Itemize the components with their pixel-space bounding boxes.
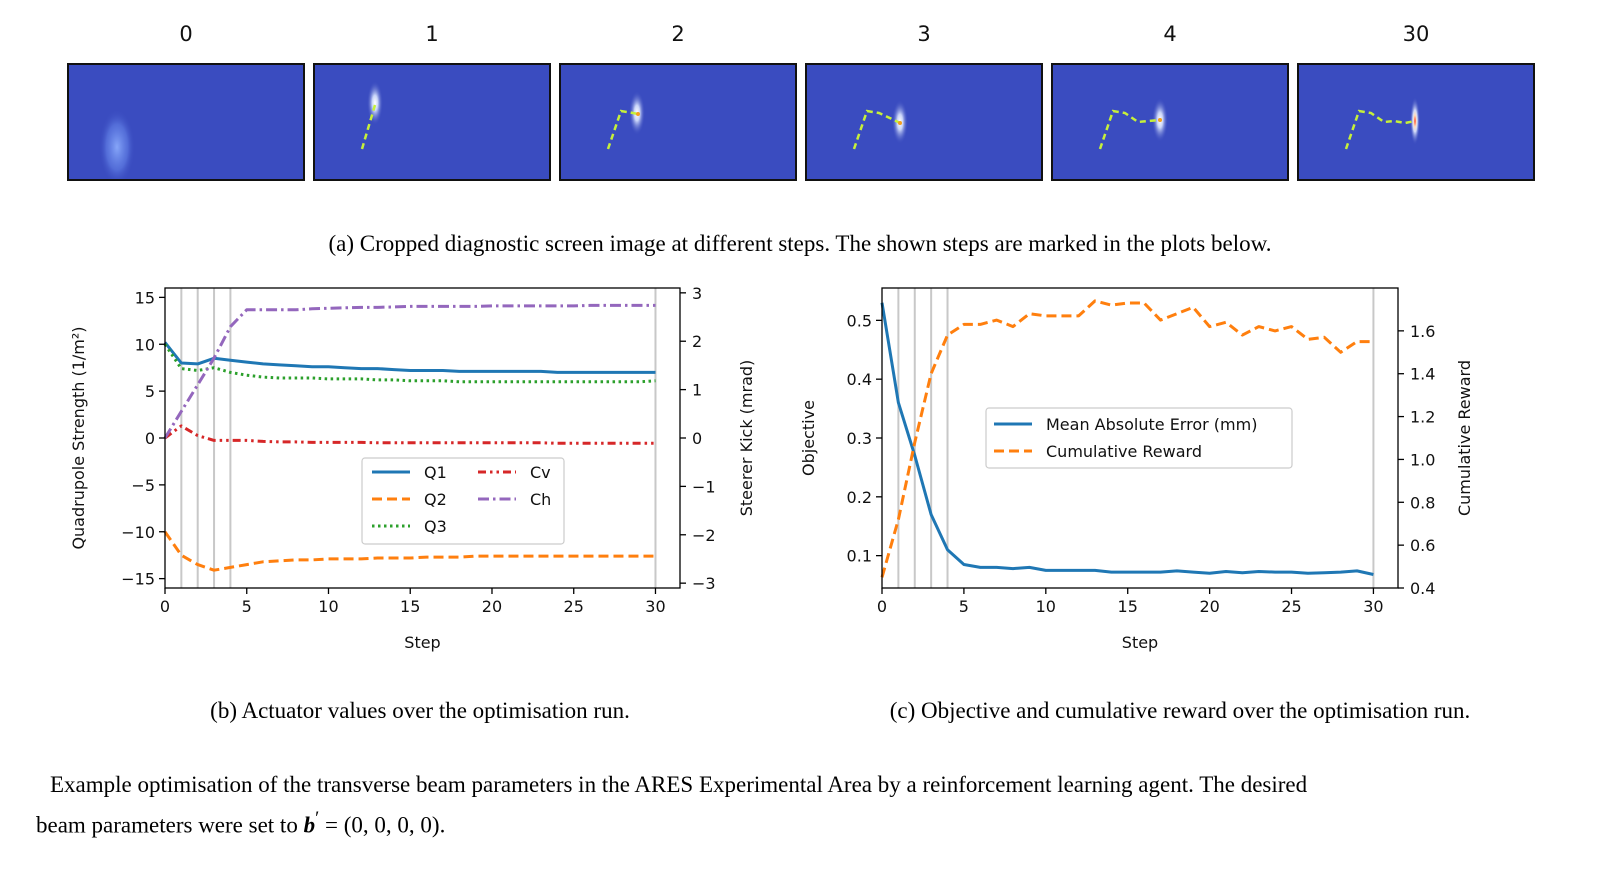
y-right-tick-label: 1.0 bbox=[1410, 450, 1435, 469]
objective-chart: 0 5 10 15 20 25 30 0.5 0.4 0.3 0.2 0.1 1.6 1.4 1.2 1.0 0… bbox=[799, 287, 1474, 652]
beam-trajectory bbox=[852, 109, 901, 150]
legend-label: Q2 bbox=[424, 490, 447, 509]
beam-vector-symbol: b bbox=[303, 812, 316, 838]
step-label: 30 bbox=[1402, 22, 1430, 46]
figure-caption: Example optimisation of the transverse b… bbox=[36, 772, 1308, 838]
y-tick-label: 0 bbox=[145, 429, 155, 448]
beam-trajectory bbox=[1098, 109, 1161, 150]
y-right-tick-label: 0.6 bbox=[1410, 536, 1435, 555]
y-right-tick-label: 1.6 bbox=[1410, 322, 1435, 341]
x-tick-label: 15 bbox=[400, 597, 420, 616]
actuator-chart: 0 5 10 15 20 25 30151050−5−10−153210−1−2−3Step… bbox=[69, 284, 756, 652]
y-right-tick-label: −1 bbox=[692, 477, 716, 496]
legend-box bbox=[985, 407, 1293, 469]
legend-label: Cv bbox=[530, 463, 551, 482]
legend-box bbox=[361, 457, 565, 545]
x-tick-label: 0 bbox=[877, 597, 887, 616]
x-tick-label: 30 bbox=[1363, 597, 1383, 616]
y-right-tick-label: 0 bbox=[692, 429, 702, 448]
legend-label: Cumulative Reward bbox=[1046, 442, 1202, 461]
y-tick-label: 5 bbox=[145, 382, 155, 401]
y-right-axis-label: Steerer Kick (mrad) bbox=[737, 360, 756, 517]
screen-image-step-30 bbox=[1297, 63, 1535, 181]
y-tick-label: 0.2 bbox=[847, 488, 872, 507]
series-line-q2 bbox=[163, 530, 656, 572]
x-axis-label: Step bbox=[1122, 633, 1158, 652]
y-tick-label: −10 bbox=[121, 523, 155, 542]
x-axis-label: Step bbox=[404, 633, 440, 652]
series-line-cumulative-reward bbox=[880, 299, 1374, 578]
series-line-cv bbox=[164, 424, 656, 445]
y-tick-label: 15 bbox=[135, 288, 155, 307]
y-tick-label: −5 bbox=[131, 476, 155, 495]
x-tick-label: 25 bbox=[1281, 597, 1301, 616]
x-tick-label: 20 bbox=[1199, 597, 1219, 616]
beam-trajectory bbox=[606, 109, 639, 150]
y-axis-label: Quadrupole Strength (1/m²) bbox=[69, 326, 88, 549]
caption-a: (a) Cropped diagnostic screen image at d… bbox=[328, 231, 1272, 256]
beam-spot bbox=[1410, 97, 1420, 145]
x-tick-label: 30 bbox=[645, 597, 665, 616]
x-tick-label: 25 bbox=[564, 597, 584, 616]
x-tick-label: 15 bbox=[1118, 597, 1138, 616]
y-right-tick-label: 3 bbox=[692, 284, 702, 303]
x-tick-label: 5 bbox=[959, 597, 969, 616]
legend-label: Q1 bbox=[424, 463, 447, 482]
x-tick-label: 10 bbox=[1036, 597, 1056, 616]
series-line-q3 bbox=[163, 343, 656, 384]
step-label: 2 bbox=[671, 22, 685, 46]
y-tick-label: 0.3 bbox=[847, 429, 872, 448]
beam-center-marker bbox=[636, 112, 640, 116]
y-tick-label: 0.4 bbox=[847, 370, 872, 389]
beam-center-marker bbox=[1158, 118, 1162, 122]
step-label: 0 bbox=[179, 22, 193, 46]
y-right-tick-label: −2 bbox=[692, 526, 716, 545]
legend-label: Q3 bbox=[424, 517, 447, 536]
series-line-q1 bbox=[163, 341, 656, 374]
beam-trajectory bbox=[360, 104, 377, 150]
series-line-ch bbox=[163, 303, 656, 439]
legend-label: Ch bbox=[530, 490, 551, 509]
screen-image-step-2 bbox=[559, 63, 797, 181]
step-label: 4 bbox=[1163, 22, 1177, 46]
step-label: 1 bbox=[425, 22, 439, 46]
figure-caption-line2-prefix: beam parameters were set to bbox=[36, 812, 304, 838]
screen-image-step-0 bbox=[67, 63, 305, 181]
x-tick-label: 5 bbox=[242, 597, 252, 616]
y-axis-label: Objective bbox=[799, 400, 818, 476]
step-label: 3 bbox=[917, 22, 931, 46]
y-tick-label: 10 bbox=[135, 335, 155, 354]
screen-image-step-3 bbox=[805, 63, 1043, 181]
beam-center-marker bbox=[898, 121, 902, 125]
caption-c: (c) Objective and cumulative reward over… bbox=[889, 698, 1471, 723]
y-right-tick-label: 1 bbox=[692, 381, 702, 400]
y-right-axis-label: Cumulative Reward bbox=[1455, 360, 1474, 516]
y-right-tick-label: 1.4 bbox=[1410, 365, 1435, 384]
y-right-tick-label: 2 bbox=[692, 332, 702, 351]
screen-image-step-4 bbox=[1051, 63, 1289, 181]
y-tick-label: 0.5 bbox=[847, 311, 872, 330]
figure-caption-line2-suffix: = (0, 0, 0, 0). bbox=[319, 812, 446, 838]
beam-trajectory bbox=[1344, 109, 1416, 150]
x-tick-label: 10 bbox=[318, 597, 338, 616]
x-tick-label: 20 bbox=[482, 597, 502, 616]
legend-label: Mean Absolute Error (mm) bbox=[1046, 415, 1257, 434]
y-tick-label: 0.1 bbox=[847, 547, 872, 566]
figure-caption-line1: Example optimisation of the transverse b… bbox=[50, 772, 1308, 797]
y-right-tick-label: 0.8 bbox=[1410, 493, 1435, 512]
beam-spot bbox=[367, 81, 383, 125]
beam-spot bbox=[99, 109, 135, 179]
y-right-tick-label: 0.4 bbox=[1410, 579, 1435, 598]
charts-canvas: 0 5 10 15 20 25 30151050−5−10−153210−1−2−3Step… bbox=[69, 284, 1474, 652]
screen-images-row: 0 1 2 3 4 30 bbox=[0, 0, 1600, 190]
y-right-tick-label: 1.2 bbox=[1410, 408, 1435, 427]
screen-image-step-1 bbox=[313, 63, 551, 181]
y-right-tick-label: −3 bbox=[692, 574, 716, 593]
x-tick-label: 0 bbox=[160, 597, 170, 616]
caption-b: (b) Actuator values over the optimisatio… bbox=[210, 698, 630, 723]
y-tick-label: −15 bbox=[121, 570, 155, 589]
series-line-mean-absolute-error-mm- bbox=[880, 302, 1374, 576]
